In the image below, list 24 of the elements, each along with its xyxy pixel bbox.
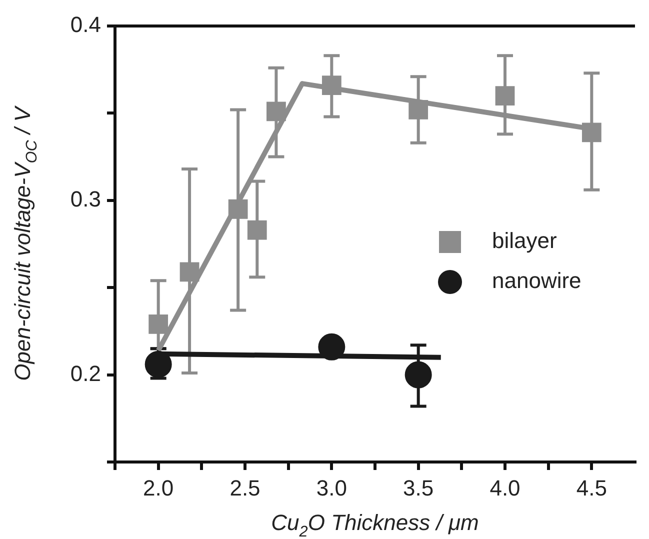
x-tick-label: 2.0 <box>143 475 174 500</box>
y-tick-label: 0.2 <box>70 360 101 386</box>
y-tick-label: 0.4 <box>70 12 101 38</box>
legend-label: bilayer <box>492 228 557 254</box>
point <box>318 333 346 360</box>
x-tick-label: 3.0 <box>316 475 347 500</box>
x-tick-label: 4.0 <box>490 475 520 500</box>
point <box>582 122 602 142</box>
x-tick-label: 2.5 <box>230 475 260 500</box>
point <box>322 76 342 95</box>
legend-label: nanowire <box>492 268 582 294</box>
point <box>148 314 168 334</box>
x-tick-label: 4.5 <box>576 475 607 500</box>
point <box>495 86 515 106</box>
y-axis-title: Open-circuit voltage-VOC / V <box>10 104 41 381</box>
point <box>228 199 248 219</box>
point <box>247 220 267 240</box>
y-tick-label: 0.3 <box>70 186 101 212</box>
point <box>404 361 432 388</box>
point <box>408 100 428 120</box>
point <box>266 102 286 122</box>
x-tick-label: 3.5 <box>403 475 434 500</box>
point <box>144 350 172 378</box>
point <box>180 262 200 282</box>
